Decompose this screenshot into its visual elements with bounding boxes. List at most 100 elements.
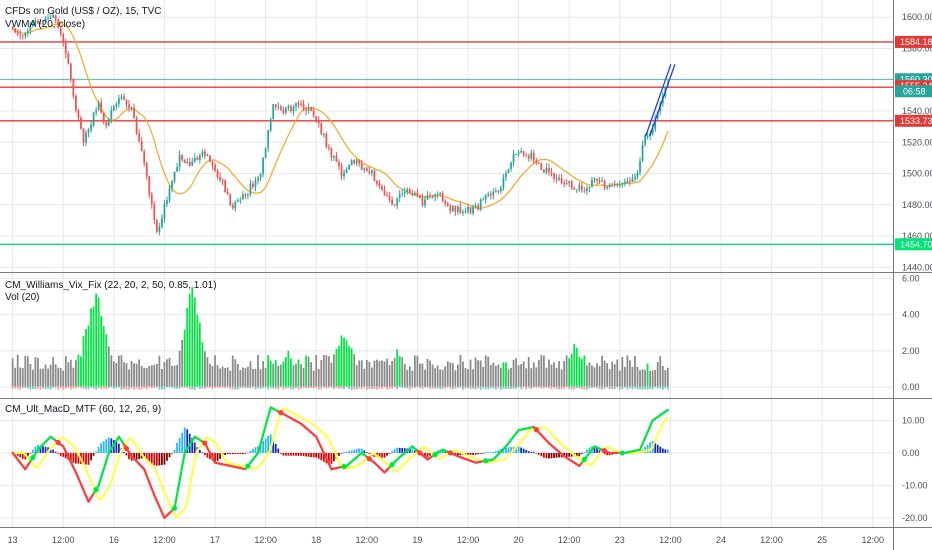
vix-bar — [451, 363, 454, 388]
vix-bar — [267, 355, 270, 388]
vix-bar — [135, 363, 138, 388]
volume-bar — [107, 386, 110, 389]
candle-body — [130, 107, 133, 109]
support-price-label: 1454.70 — [900, 239, 932, 249]
volume-bar — [560, 386, 563, 390]
candle-body — [143, 151, 146, 163]
trend-channel[interactable] — [645, 64, 676, 137]
volume-bar — [629, 386, 631, 389]
vix-bar — [77, 354, 80, 388]
candle-body — [436, 194, 439, 196]
candle-body — [613, 183, 616, 186]
vix-bar — [257, 354, 259, 388]
macd-histogram-bar — [340, 452, 343, 454]
macd-histogram-bar — [383, 452, 386, 458]
vix-bar — [19, 367, 22, 388]
volume-bar — [649, 386, 652, 390]
volume-bar — [439, 386, 442, 390]
candle-body — [14, 28, 17, 33]
volume-bar — [573, 386, 576, 390]
volume-bar — [411, 386, 414, 389]
vix-bar — [110, 355, 113, 388]
vix-bar — [606, 363, 609, 388]
volume-bar — [150, 386, 153, 389]
vix-bar — [555, 367, 558, 388]
volume-bar — [656, 386, 659, 389]
candle-body — [601, 180, 603, 182]
volume-bar — [90, 386, 92, 388]
volume-bar — [537, 386, 540, 388]
candle-body — [244, 194, 247, 196]
macd-histogram-bar — [247, 452, 249, 454]
volume-bar — [302, 386, 305, 388]
volume-bar — [287, 386, 290, 388]
volume-bar — [406, 386, 409, 389]
vix-bar — [95, 293, 98, 388]
vix-bar — [198, 322, 201, 388]
vix-bar — [206, 357, 209, 388]
vix-bar — [363, 368, 366, 388]
vix-bar — [312, 370, 315, 388]
volume-bar — [535, 386, 538, 388]
macd-histogram-bar — [494, 451, 497, 453]
vix-bar — [434, 368, 437, 388]
candle-body — [133, 107, 135, 119]
candle-body — [646, 135, 649, 137]
vix-bar — [401, 357, 404, 388]
candle-body — [454, 206, 457, 212]
volume-bar — [284, 386, 287, 389]
macd-histogram-bar — [413, 450, 416, 453]
macd-histogram-bar — [204, 452, 206, 455]
vix-bar — [62, 370, 65, 388]
vix-bar — [305, 355, 307, 388]
macd-histogram-bar — [82, 452, 85, 465]
volume-bar — [550, 386, 553, 390]
macd-tick-label: -10.00 — [902, 480, 928, 490]
candle-body — [231, 205, 234, 209]
vix-bar — [631, 366, 634, 388]
macd-line-segment — [143, 468, 148, 477]
candle-body — [439, 193, 442, 195]
candle-body — [388, 196, 391, 200]
candle-body — [274, 104, 277, 107]
vix-bar — [502, 362, 505, 388]
vix-bar — [330, 362, 333, 388]
macd-histogram-bar — [62, 452, 65, 457]
volume-bar — [262, 386, 264, 388]
macd-histogram-bar — [540, 452, 543, 457]
candle-body — [512, 154, 515, 163]
vix-bar — [386, 358, 388, 388]
macd-histogram-bar — [44, 446, 47, 453]
vwma-legend: VWMA (20, close) — [5, 19, 86, 30]
candle-body — [338, 161, 340, 167]
candle-body — [264, 148, 267, 159]
candle-body — [85, 132, 87, 143]
vix-bar — [325, 355, 328, 388]
vix-bar — [80, 356, 82, 388]
candle-body — [492, 191, 495, 196]
macd-histogram-bar — [482, 452, 485, 454]
volume-bar — [305, 386, 307, 389]
vix-bar — [464, 368, 467, 388]
volume-bar — [401, 386, 404, 388]
vix-bar — [264, 367, 267, 388]
macd-cross-dot — [483, 458, 489, 464]
volume-bar — [290, 386, 292, 390]
macd-histogram-bar — [348, 451, 350, 453]
vix-bar — [406, 369, 409, 388]
macd-histogram-bar — [580, 452, 583, 455]
candle-body — [479, 199, 482, 210]
candle-body — [29, 25, 32, 31]
macd-line-segment — [261, 424, 267, 436]
macd-histogram-bar — [284, 452, 287, 456]
candle-body — [257, 177, 259, 181]
vix-bar — [522, 361, 525, 388]
volume-bar — [254, 386, 257, 390]
volume-bar — [26, 386, 29, 389]
candle-body — [259, 173, 262, 178]
vix-bar — [92, 306, 95, 388]
candle-body — [327, 147, 330, 149]
vix-bar — [115, 363, 118, 388]
volume-bar — [479, 386, 482, 390]
